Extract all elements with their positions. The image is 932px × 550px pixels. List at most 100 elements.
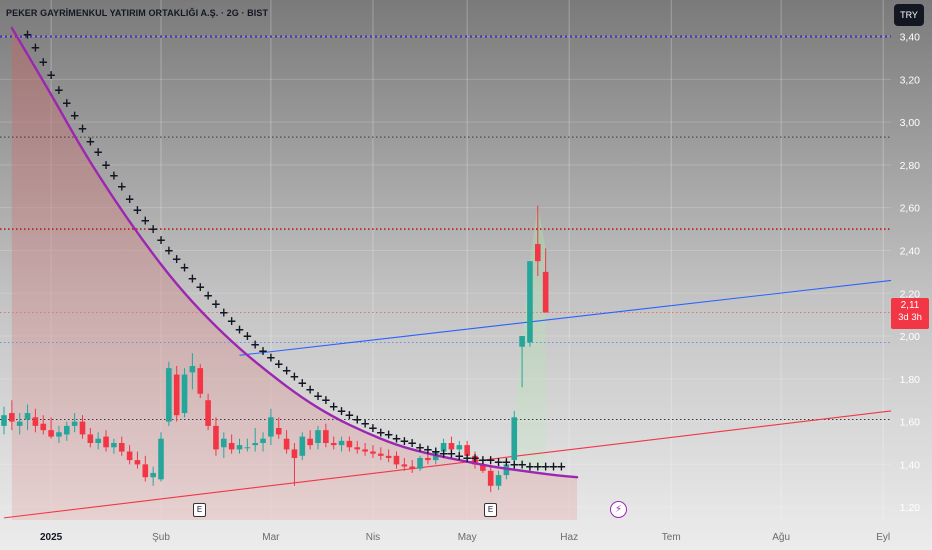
trendline-red [3,410,892,519]
trendline-blue [239,279,892,356]
plus-marker: + [172,252,182,266]
plus-marker: + [494,455,504,469]
plus-marker: + [321,393,331,407]
arc-curve [10,26,579,479]
plus-marker: + [352,412,362,426]
y-tick-label: 3,20 [900,74,921,86]
plus-markers: ++++++++++++++++++++++++++++++++++++++++… [23,27,567,473]
plus-marker: + [478,453,488,467]
plus-marker: + [384,427,394,441]
candle-body [409,466,415,469]
candle-body [315,430,321,443]
candle-body [354,447,361,450]
plus-marker: + [125,192,135,206]
candle-body [40,423,47,431]
candle-body [213,425,219,450]
plus-marker: + [274,357,284,371]
plus-marker: + [109,169,119,183]
candle-body [464,445,470,456]
candle-body [330,442,337,446]
candle-body [56,432,62,437]
x-tick-label: Haz [560,532,578,543]
candle-body [166,368,172,422]
candle-body [323,430,329,443]
currency-button[interactable]: TRY [894,4,924,26]
candle-body [268,417,274,437]
candle-body [519,336,525,347]
plus-marker: + [132,203,142,217]
plus-marker: + [462,451,472,465]
candle-body [299,436,306,456]
candle-body [252,442,258,446]
plus-marker: + [282,363,292,377]
plus-marker: + [266,350,276,364]
plus-marker: + [258,344,268,358]
plus-marker: + [211,297,221,311]
plus-marker: + [305,383,315,397]
candle-body [393,455,400,465]
plus-marker: + [250,338,260,352]
plus-marker: + [525,460,535,474]
plus-marker: + [446,447,456,461]
y-tick-label: 2,00 [900,331,921,343]
plus-marker: + [533,460,543,474]
plus-marker: + [289,370,299,384]
candle-body [126,451,133,461]
candle-body [87,434,94,443]
last-price-badge: 2,11 3d 3h [891,298,929,329]
plus-marker: + [431,445,441,459]
plus-marker: + [140,214,150,228]
plus-marker: + [368,421,378,435]
plus-marker: + [297,376,307,390]
plus-marker: + [46,68,56,82]
plus-marker: + [509,457,519,471]
candle-body [95,438,101,443]
earnings-marker[interactable]: E [193,503,206,517]
candle-body [111,442,117,448]
candle-body [150,472,156,478]
plus-marker: + [148,222,158,236]
candle-body [385,455,392,458]
candle-body [103,436,109,448]
x-tick-label: Nis [366,532,380,543]
plus-marker: + [93,145,103,159]
candle-body [221,438,227,448]
plus-marker: + [407,436,417,450]
lightning-icon[interactable]: ⚡ [610,501,627,518]
plus-marker: + [77,122,87,136]
arc-curve-line [10,26,579,479]
candle-body [236,445,243,450]
candle-body [440,442,447,452]
plus-marker: + [38,55,48,69]
earnings-marker[interactable]: E [484,503,497,517]
x-tick-label: Ağu [772,532,790,543]
y-tick-label: 1,60 [900,417,921,429]
plus-marker: + [470,451,480,465]
plus-marker: + [117,179,127,193]
y-tick-label: 2,20 [900,288,921,300]
plus-marker: + [454,449,464,463]
x-tick-label: 2025 [40,532,63,543]
x-axis: 2025 Şub Mar Nis May Haz Tem Ağu Eyl [40,532,890,543]
y-tick-label: 1,80 [900,374,921,386]
y-axis: 1,20 1,40 1,60 1,80 2,00 2,20 2,40 2,60 2,80 3,00… [900,32,921,515]
candle-body [275,428,282,435]
candle-body [527,261,533,343]
horizontal-levels [0,35,891,420]
plus-marker: + [556,460,566,474]
candle-body [173,374,180,416]
candle-body [370,451,376,454]
plus-marker: + [70,109,80,123]
y-tick-label: 3,40 [900,32,921,44]
plus-marker: + [376,425,386,439]
x-tick-label: Şub [152,532,170,543]
candle-body [158,438,164,480]
candle-body [142,464,149,478]
plus-marker: + [548,460,558,474]
candle-body [495,475,502,486]
x-tick-label: Mar [262,532,280,543]
x-tick-label: May [458,532,477,543]
candle-body [283,438,290,450]
